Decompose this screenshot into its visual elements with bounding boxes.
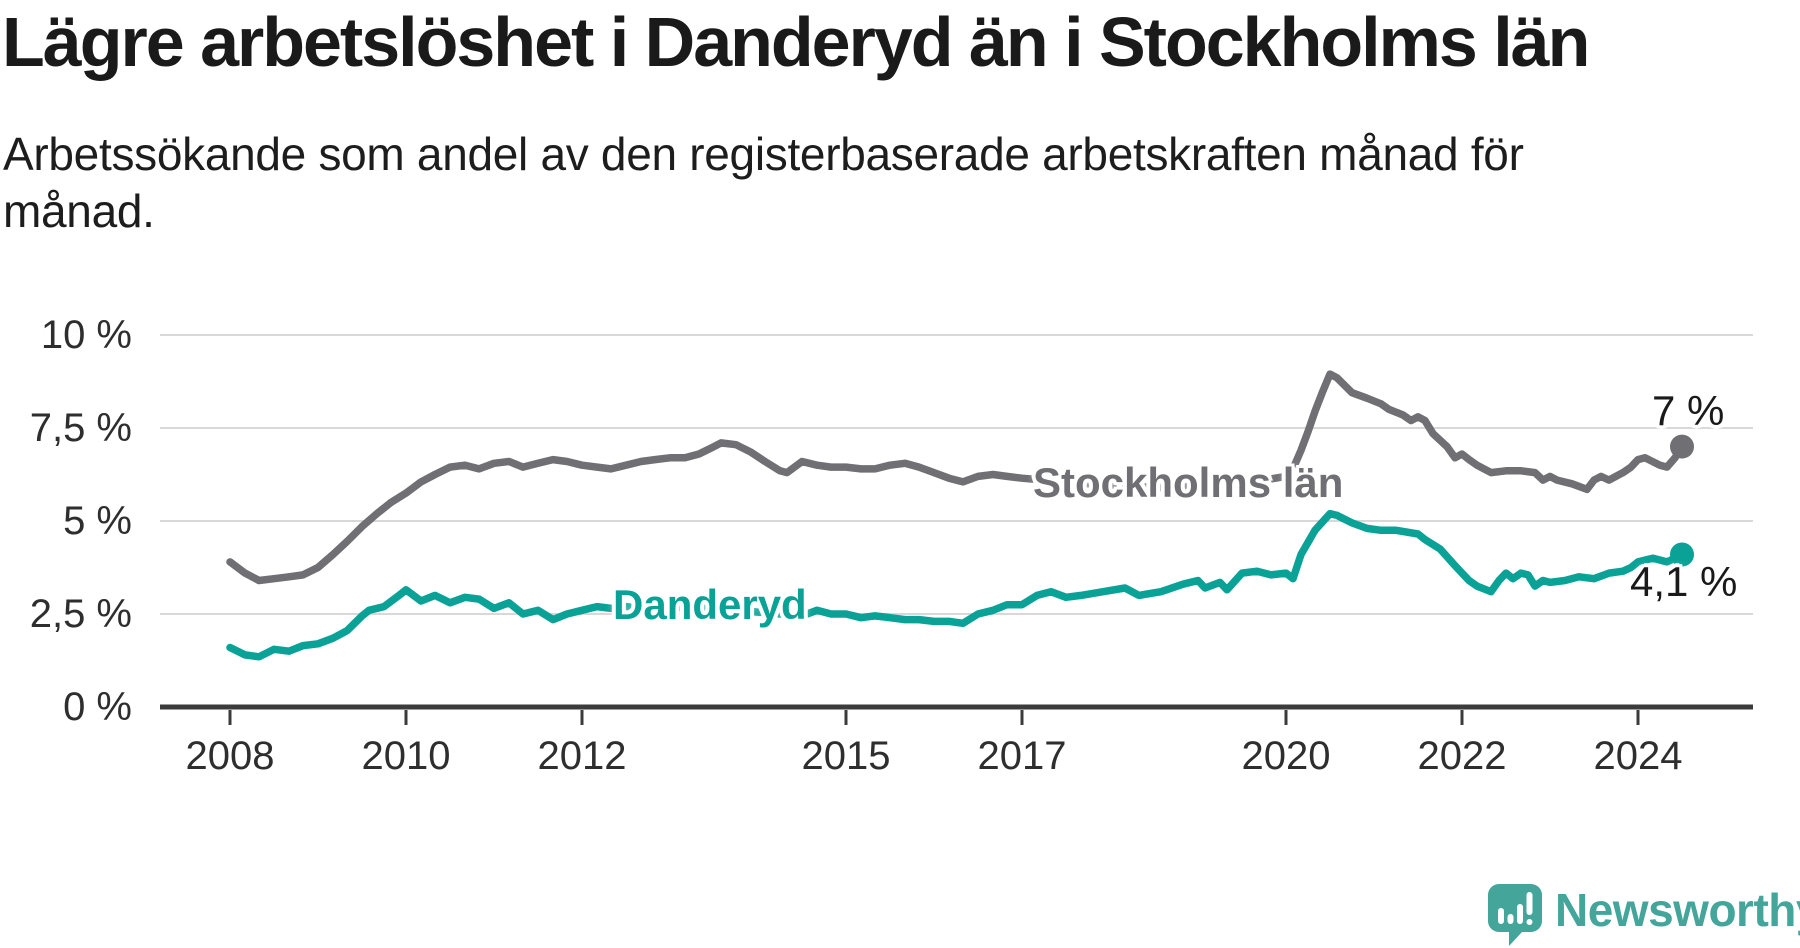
end-value-label-danderyd: 4,1 %: [1630, 558, 1738, 605]
x-axis-tick-label: 2008: [185, 734, 275, 778]
y-axis-tick-label: 0 %: [63, 685, 132, 729]
y-axis-tick-label: 2,5 %: [29, 592, 132, 636]
y-axis-tick-label: 5 %: [63, 499, 132, 543]
end-value-label-stockholms-lan: 7 %: [1652, 387, 1725, 434]
y-axis-tick-label: 7,5 %: [29, 406, 132, 450]
x-axis-tick-label: 2020: [1241, 734, 1331, 778]
series-end-dot-1: [1670, 542, 1694, 567]
x-axis-tick-label: 2015: [801, 734, 891, 778]
x-axis-tick-label: 2024: [1593, 734, 1683, 778]
y-axis-tick-label: 10 %: [40, 313, 132, 357]
series-end-dot-0: [1670, 434, 1694, 459]
series-label-danderyd: Danderyd: [613, 581, 807, 628]
x-axis-tick-label: 2022: [1417, 734, 1507, 778]
series-line-1: [226, 509, 1686, 661]
newsworthy-chart-bubble-icon: [1488, 884, 1542, 946]
x-axis-tick-label: 2012: [537, 734, 627, 778]
chart-title: Lägre arbetslöshet i Danderyd än i Stock…: [2, 3, 1590, 81]
series-line-0: [226, 370, 1686, 585]
chart-subtitle: Arbetssökande som andel av den registerb…: [3, 128, 1524, 237]
brand-name: Newsworthy: [1555, 884, 1800, 936]
newsworthy-logo: Newsworthy: [1488, 884, 1800, 947]
x-axis-tick-label: 2017: [977, 734, 1067, 778]
series-label-stockholms-lan: Stockholms län: [1033, 459, 1344, 506]
x-axis-tick-label: 2010: [361, 734, 451, 778]
